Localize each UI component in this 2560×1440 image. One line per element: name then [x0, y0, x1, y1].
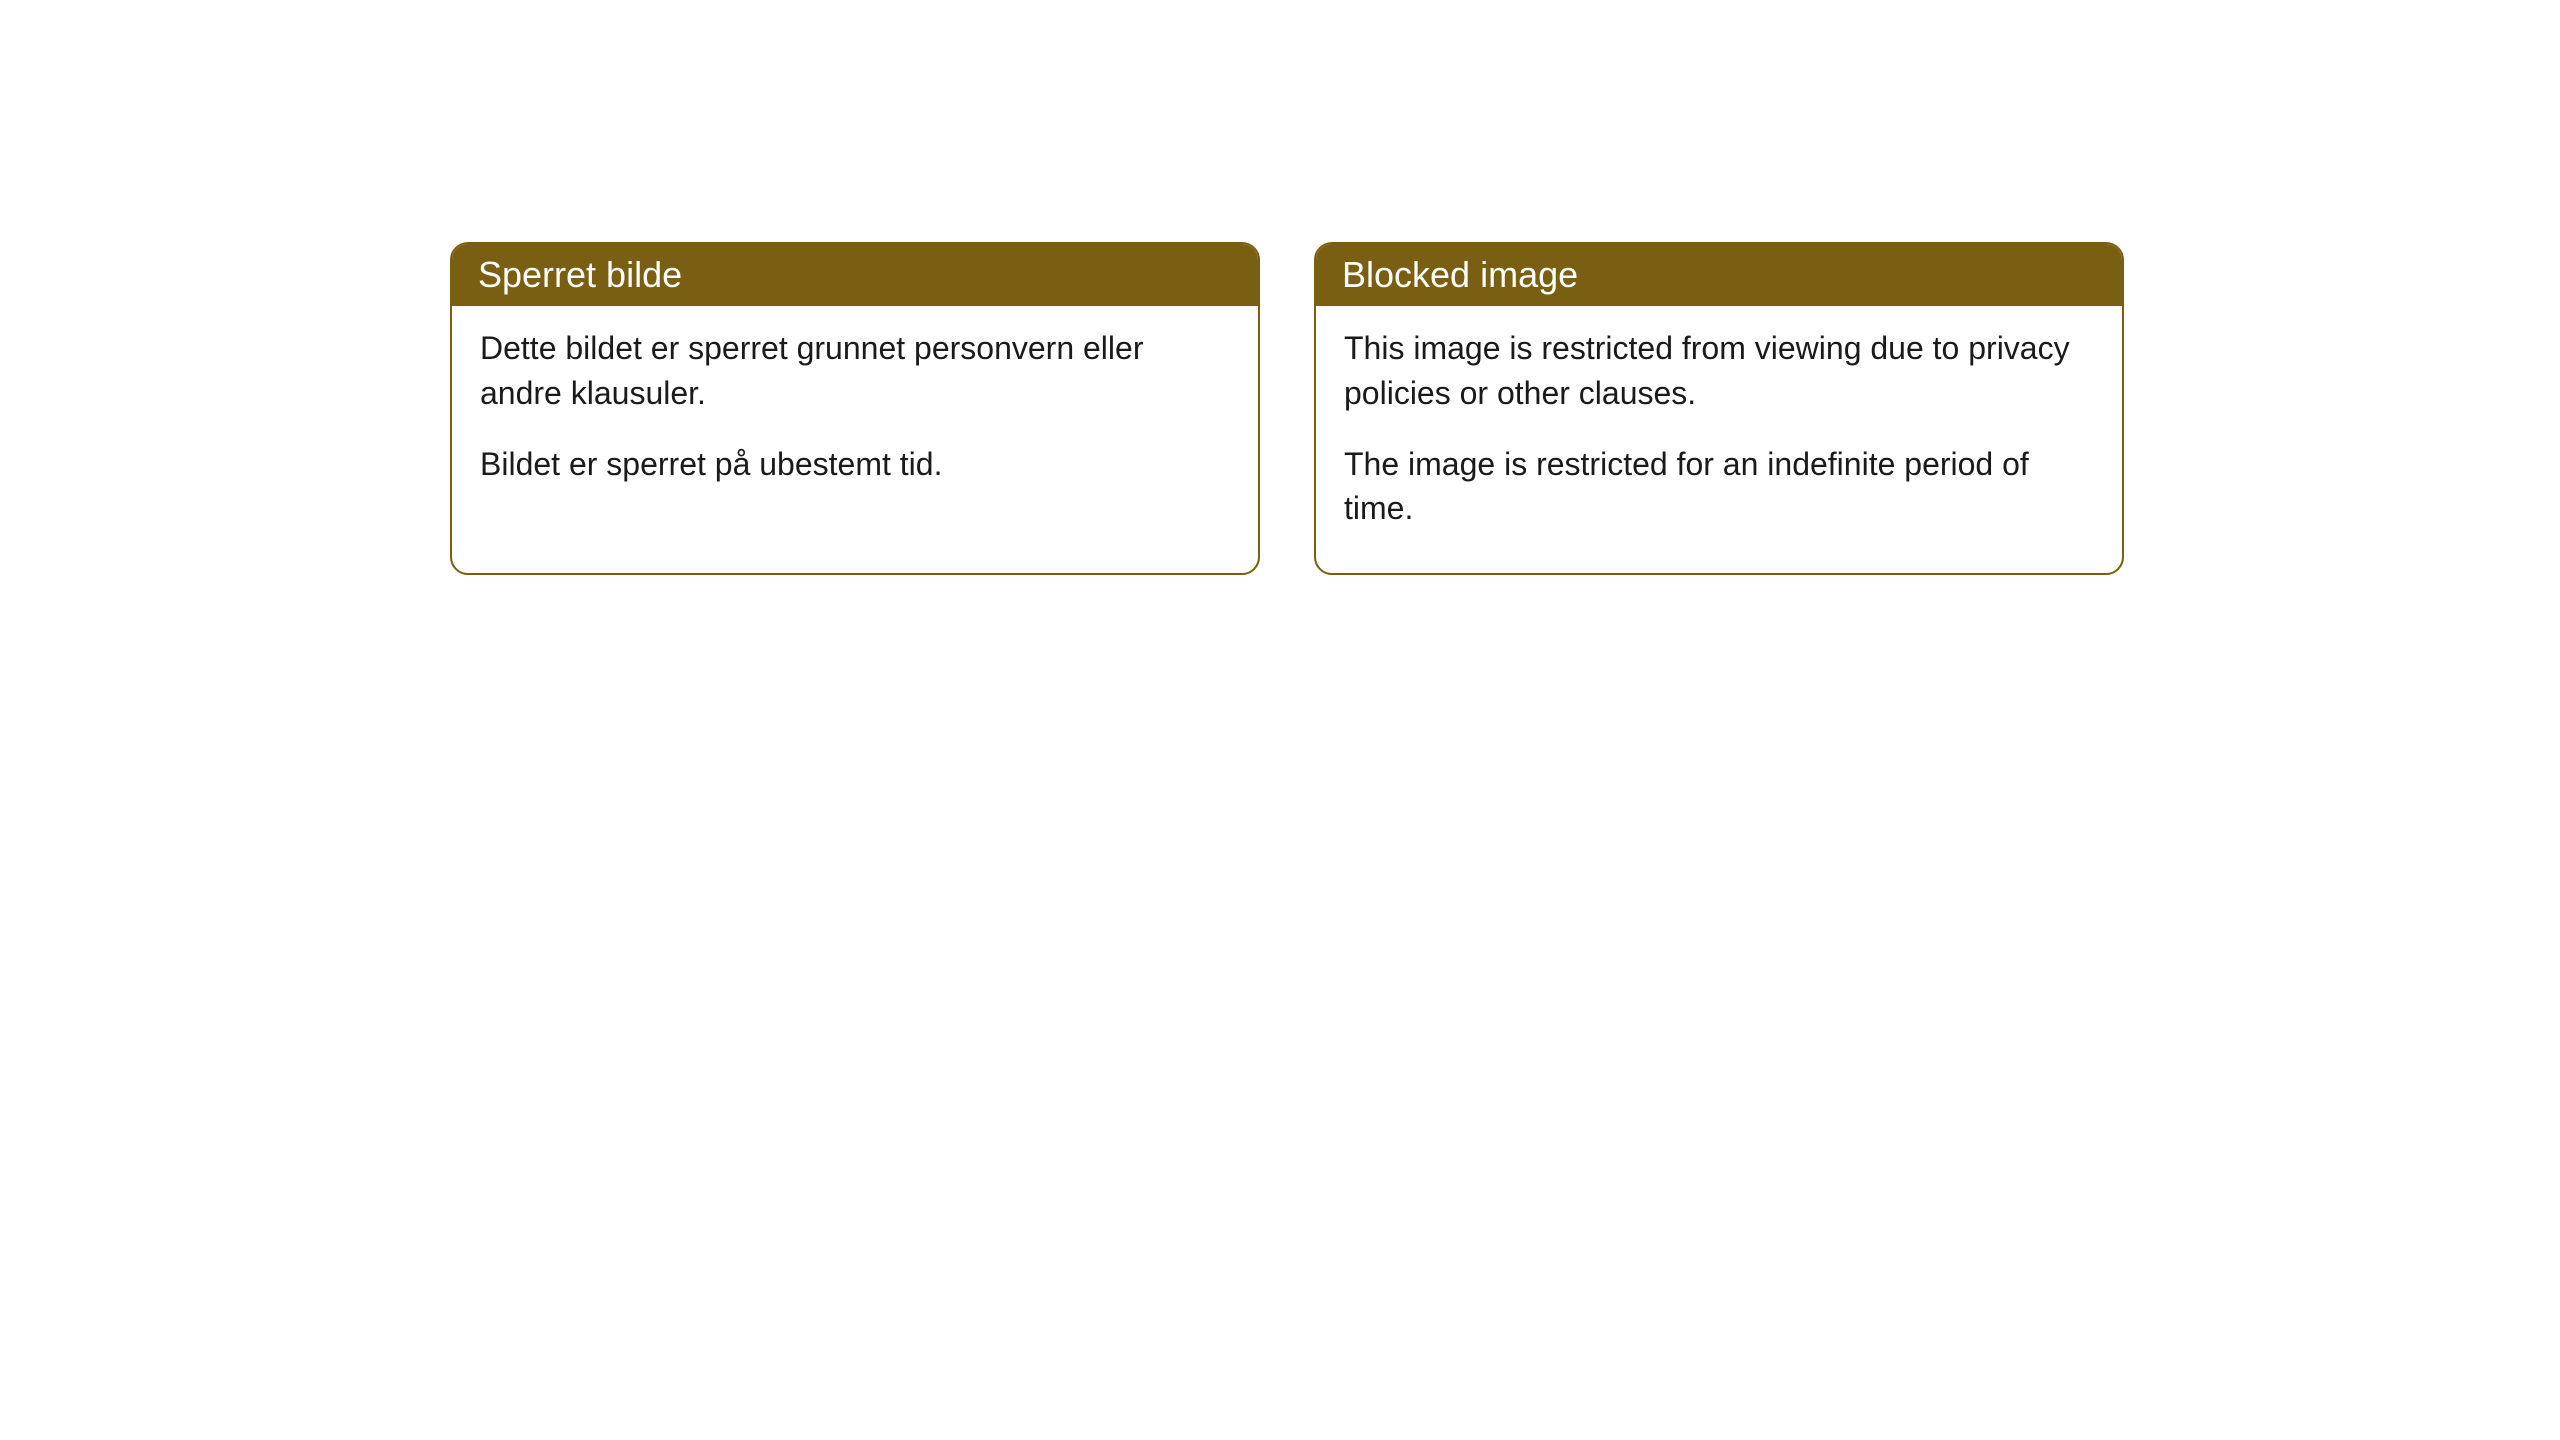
blocked-image-card-norwegian: Sperret bilde Dette bildet er sperret gr… — [450, 242, 1260, 575]
card-paragraph-2: The image is restricted for an indefinit… — [1344, 442, 2094, 532]
card-header-norwegian: Sperret bilde — [452, 244, 1258, 306]
card-paragraph-1: Dette bildet er sperret grunnet personve… — [480, 326, 1230, 416]
card-body-english: This image is restricted from viewing du… — [1316, 306, 2122, 573]
cards-container: Sperret bilde Dette bildet er sperret gr… — [0, 0, 2560, 575]
card-paragraph-1: This image is restricted from viewing du… — [1344, 326, 2094, 416]
blocked-image-card-english: Blocked image This image is restricted f… — [1314, 242, 2124, 575]
card-header-english: Blocked image — [1316, 244, 2122, 306]
card-paragraph-2: Bildet er sperret på ubestemt tid. — [480, 442, 1230, 487]
card-body-norwegian: Dette bildet er sperret grunnet personve… — [452, 306, 1258, 528]
